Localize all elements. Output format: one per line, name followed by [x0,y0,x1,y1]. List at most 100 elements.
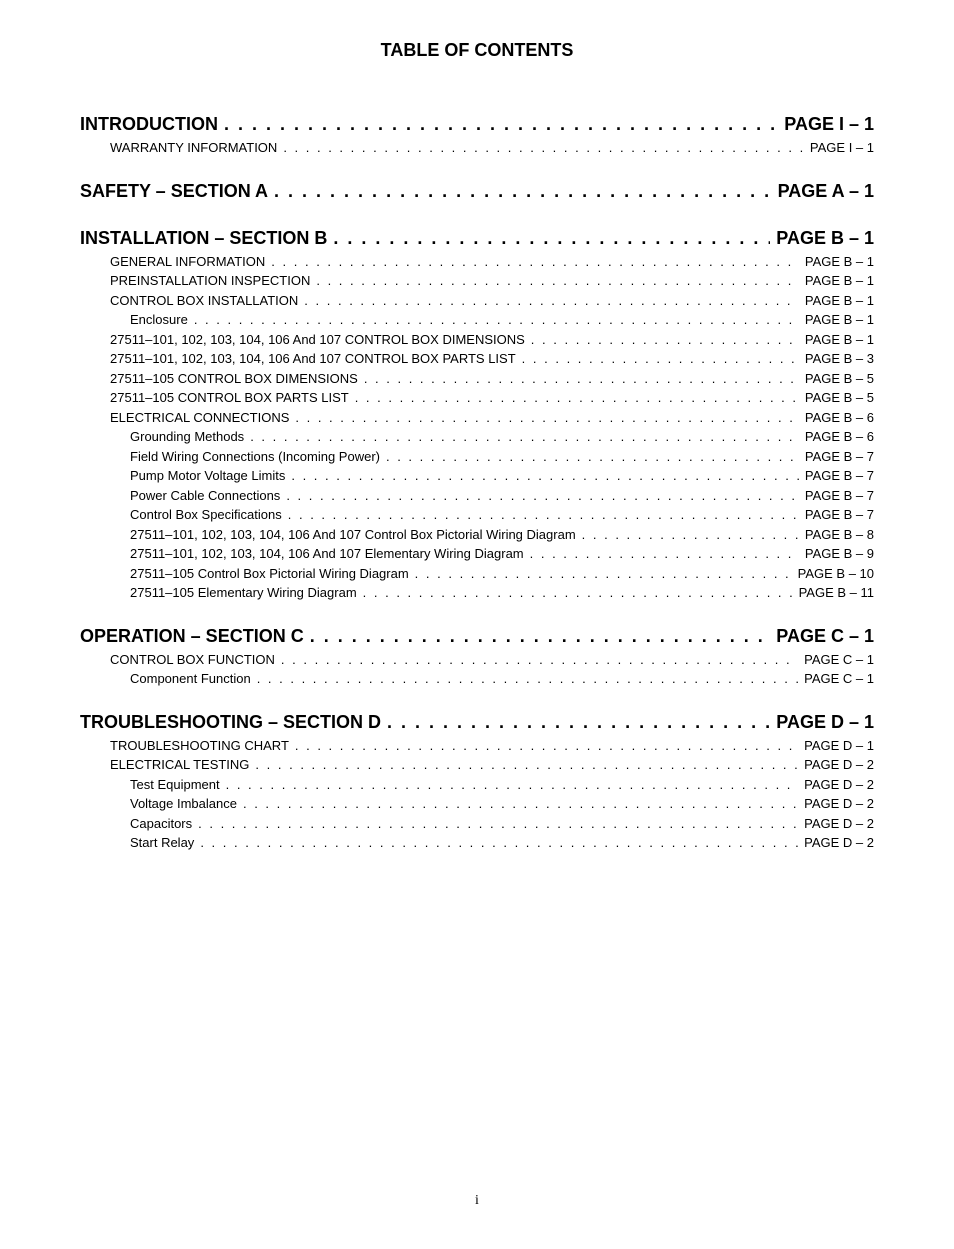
toc-entry-page: PAGE C – 1 [804,669,874,689]
toc-entry-title: 27511–105 CONTROL BOX DIMENSIONS [110,369,358,389]
toc-entry-page: PAGE B – 7 [805,447,874,467]
toc-leader-dots: . . . . . . . . . . . . . . . . . . . . … [200,833,798,853]
toc-leader-dots: . . . . . . . . . . . . . . . . . . . . … [295,408,798,428]
toc-entry-page: PAGE B – 7 [805,505,874,525]
toc-leader-dots: . . . . . . . . . . . . . . . . . . . . … [295,736,798,756]
toc-leader-dots: . . . . . . . . . . . . . . . . . . . . … [522,349,799,369]
toc-entry-title: 27511–101, 102, 103, 104, 106 And 107 El… [130,544,524,564]
toc-entry-page: PAGE B – 1 [805,330,874,350]
toc-entry-page: PAGE B – 9 [805,544,874,564]
page-number: i [80,1193,874,1209]
toc-entry-title: Pump Motor Voltage Limits [130,466,285,486]
toc-entry-page: PAGE D – 2 [804,775,874,795]
toc-leader-dots: . . . . . . . . . . . . . . . . . . . . … [257,669,798,689]
toc-leader-dots: . . . . . . . . . . . . . . . . . . . . … [386,447,799,467]
toc-entry-title: 27511–105 Elementary Wiring Diagram [130,583,357,603]
toc-entry-title: ELECTRICAL CONNECTIONS [110,408,289,428]
toc-entry-title: WARRANTY INFORMATION [110,138,277,158]
toc-section: INTRODUCTION. . . . . . . . . . . . . . … [80,111,874,158]
toc-leader-dots: . . . . . . . . . . . . . . . . . . . . … [582,525,799,545]
toc-section: OPERATION – SECTION C. . . . . . . . . .… [80,623,874,689]
toc-entry-page: PAGE B – 1 [805,252,874,272]
toc-entry-page: PAGE D – 2 [804,794,874,814]
toc-entry-page: PAGE I – 1 [784,111,874,138]
toc-entry-title: Capacitors [130,814,192,834]
toc-entry: 27511–101, 102, 103, 104, 106 And 107 El… [130,544,874,564]
toc-leader-dots: . . . . . . . . . . . . . . . . . . . . … [355,388,799,408]
toc-entry-page: PAGE D – 2 [804,833,874,853]
toc-leader-dots: . . . . . . . . . . . . . . . . . . . . … [250,427,799,447]
toc-entry-title: Field Wiring Connections (Incoming Power… [130,447,380,467]
toc-entry-title: SAFETY – SECTION A [80,178,268,205]
toc-leader-dots: . . . . . . . . . . . . . . . . . . . . … [226,775,799,795]
toc-entry-page: PAGE B – 1 [776,225,874,252]
toc-entry-title: PREINSTALLATION INSPECTION [110,271,310,291]
toc-entry-page: PAGE B – 5 [805,388,874,408]
toc-leader-dots: . . . . . . . . . . . . . . . . . . . . … [198,814,798,834]
toc-entry: OPERATION – SECTION C. . . . . . . . . .… [80,623,874,650]
toc-leader-dots: . . . . . . . . . . . . . . . . . . . . … [364,369,799,389]
toc-leader-dots: . . . . . . . . . . . . . . . . . . . . … [288,505,799,525]
toc-entry-page: PAGE B – 6 [805,427,874,447]
toc-leader-dots: . . . . . . . . . . . . . . . . . . . . … [243,794,798,814]
toc-leader-dots: . . . . . . . . . . . . . . . . . . . . … [271,252,799,272]
toc-entry: WARRANTY INFORMATION . . . . . . . . . . … [110,138,874,158]
toc-entry-title: ELECTRICAL TESTING [110,755,249,775]
toc-entry-page: PAGE C – 1 [776,623,874,650]
toc-section: INSTALLATION – SECTION B. . . . . . . . … [80,225,874,603]
toc-leader-dots: . . . . . . . . . . . . . . . . . . . . … [310,623,771,650]
toc-leader-dots: . . . . . . . . . . . . . . . . . . . . … [286,486,799,506]
toc-entry-page: PAGE B – 1 [805,271,874,291]
toc-entry-page: PAGE D – 2 [804,755,874,775]
toc-entry-title: 27511–101, 102, 103, 104, 106 And 107 CO… [110,330,525,350]
toc-entry: ELECTRICAL CONNECTIONS . . . . . . . . . … [110,408,874,428]
toc-leader-dots: . . . . . . . . . . . . . . . . . . . . … [283,138,804,158]
toc-entry-title: Voltage Imbalance [130,794,237,814]
toc-entry: 27511–101, 102, 103, 104, 106 And 107 CO… [110,330,874,350]
toc-entry-page: PAGE B – 7 [805,486,874,506]
toc-entry: INSTALLATION – SECTION B. . . . . . . . … [80,225,874,252]
toc-entry-page: PAGE I – 1 [810,138,874,158]
toc-entry: Power Cable Connections. . . . . . . . .… [130,486,874,506]
toc-entry: Pump Motor Voltage Limits . . . . . . . .… [130,466,874,486]
toc-entry: 27511–105 CONTROL BOX PARTS LIST. . . . … [110,388,874,408]
toc-leader-dots: . . . . . . . . . . . . . . . . . . . . … [316,271,799,291]
toc-entry-title: CONTROL BOX FUNCTION [110,650,275,670]
toc-entry: CONTROL BOX FUNCTION . . . . . . . . . . … [110,650,874,670]
toc-entry-title: TROUBLESHOOTING CHART [110,736,289,756]
toc-entry-title: Start Relay [130,833,194,853]
toc-entry-title: INSTALLATION – SECTION B [80,225,327,252]
toc-entry: ELECTRICAL TESTING. . . . . . . . . . . … [110,755,874,775]
toc-entry-page: PAGE B – 10 [798,564,874,584]
toc-entry: 27511–105 CONTROL BOX DIMENSIONS . . . . … [110,369,874,389]
toc-leader-dots: . . . . . . . . . . . . . . . . . . . . … [281,650,798,670]
toc-leader-dots: . . . . . . . . . . . . . . . . . . . . … [333,225,770,252]
toc-entry: Capacitors . . . . . . . . . . . . . . . … [130,814,874,834]
toc-leader-dots: . . . . . . . . . . . . . . . . . . . . … [224,111,778,138]
toc-entry-page: PAGE D – 2 [804,814,874,834]
toc-leader-dots: . . . . . . . . . . . . . . . . . . . . … [304,291,799,311]
table-of-contents: INTRODUCTION. . . . . . . . . . . . . . … [80,111,874,853]
toc-entry: Start Relay . . . . . . . . . . . . . . .… [130,833,874,853]
toc-entry: INTRODUCTION. . . . . . . . . . . . . . … [80,111,874,138]
toc-leader-dots: . . . . . . . . . . . . . . . . . . . . … [415,564,792,584]
toc-entry: TROUBLESHOOTING CHART . . . . . . . . . .… [110,736,874,756]
toc-entry-title: Component Function [130,669,251,689]
toc-entry: 27511–101, 102, 103, 104, 106 And 107 Co… [130,525,874,545]
toc-leader-dots: . . . . . . . . . . . . . . . . . . . . … [363,583,793,603]
toc-section: TROUBLESHOOTING – SECTION D. . . . . . .… [80,709,874,853]
toc-leader-dots: . . . . . . . . . . . . . . . . . . . . … [387,709,770,736]
toc-entry: PREINSTALLATION INSPECTION . . . . . . . … [110,271,874,291]
toc-entry: Test Equipment . . . . . . . . . . . . . … [130,775,874,795]
toc-entry: Enclosure. . . . . . . . . . . . . . . .… [130,310,874,330]
toc-leader-dots: . . . . . . . . . . . . . . . . . . . . … [291,466,799,486]
toc-entry: 27511–101, 102, 103, 104, 106 And 107 CO… [110,349,874,369]
toc-leader-dots: . . . . . . . . . . . . . . . . . . . . … [274,178,772,205]
toc-entry-page: PAGE B – 7 [805,466,874,486]
toc-entry-title: Test Equipment [130,775,220,795]
toc-entry-page: PAGE B – 1 [805,291,874,311]
toc-entry-page: PAGE B – 8 [805,525,874,545]
toc-entry-page: PAGE B – 3 [805,349,874,369]
toc-leader-dots: . . . . . . . . . . . . . . . . . . . . … [194,310,799,330]
toc-entry: Control Box Specifications. . . . . . . … [130,505,874,525]
